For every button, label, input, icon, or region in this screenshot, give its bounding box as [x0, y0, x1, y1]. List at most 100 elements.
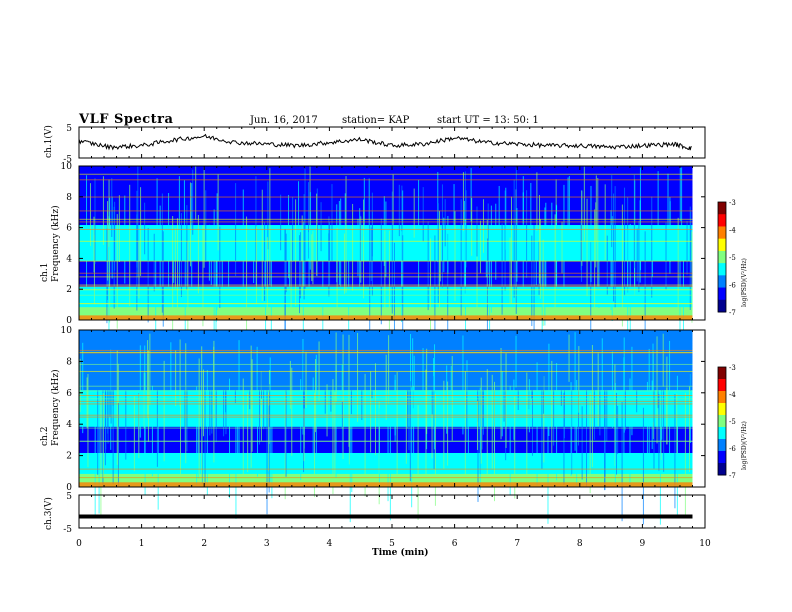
spectrum-streak [204, 385, 206, 486]
spectrum-streak [465, 190, 467, 268]
colorbar-segment [718, 463, 726, 476]
spectrum-streak [156, 178, 158, 242]
spectrum-streak [183, 180, 185, 230]
spectrum-line [79, 210, 693, 212]
spectrum-streak [531, 235, 533, 327]
colorbar-segment [718, 226, 726, 240]
colorbar-tick-label: -3 [729, 364, 736, 372]
spectrum-streak [500, 347, 502, 440]
spectrum-streak [422, 348, 424, 415]
spectrum-band [79, 312, 693, 316]
spectrum-low-band [79, 482, 693, 487]
spectrum-band [79, 471, 693, 475]
spectrum-streak [651, 196, 653, 298]
spectrum-streak [410, 333, 412, 422]
spectrum-streak [422, 187, 424, 242]
spectrum-streak [542, 239, 544, 326]
spectrum-streak [547, 408, 549, 524]
spectrum-streak [611, 351, 613, 428]
spectrum-streak [320, 202, 322, 252]
spectrum-streak [462, 335, 464, 435]
ch1-voltage-trace [78, 133, 692, 151]
spectrum-streak [304, 168, 306, 289]
spectrum-streak [548, 343, 550, 436]
colorbar-segment [718, 202, 726, 215]
y-tick-label: 2 [66, 452, 72, 462]
spectrum-streak [291, 367, 293, 456]
spectrum-streak [195, 166, 197, 220]
spectrum-streak [486, 369, 488, 481]
spectrum-streak [522, 192, 524, 293]
spectrum-band [79, 191, 693, 195]
spectrum-streak [567, 177, 569, 229]
spectrum-streak [526, 190, 528, 278]
spectrum-streak [504, 190, 506, 291]
spectrum-band [79, 168, 693, 172]
spectrum-streak [476, 225, 478, 320]
spectrum-line [79, 289, 693, 291]
spectrum-streak [595, 175, 597, 241]
spectrum-streak [594, 209, 596, 308]
spectrum-band [79, 181, 693, 185]
spectrum-streak [280, 194, 282, 251]
spectrum-streak [295, 199, 297, 306]
spectrum-streak [531, 342, 533, 400]
colorbar-tick-label: -4 [729, 227, 736, 235]
spectrum-streak [533, 224, 535, 342]
x-tick-label: 6 [452, 539, 458, 549]
spectrum-streak [597, 178, 599, 287]
spectrum-streak [359, 215, 361, 281]
spectrum-streak [156, 345, 158, 467]
x-tick-label: 7 [514, 539, 520, 549]
spectrum-streak [332, 379, 334, 494]
spectrum-streak [617, 405, 619, 455]
spectrum-streak [593, 369, 595, 440]
spectrum-band [79, 460, 693, 464]
spectrum-streak [179, 403, 181, 475]
ch2-frequency-label: Frequency (kHz) [51, 369, 61, 446]
spectrum-streak [441, 184, 443, 288]
spectrum-streak [349, 406, 351, 523]
ch2-spectrogram-ylabel: ch.2 Frequency (kHz) [40, 369, 62, 446]
spectrum-streak [543, 333, 545, 414]
spectrum-streak [107, 384, 109, 434]
spectrum-streak [662, 333, 664, 387]
spectrum-streak [439, 210, 441, 309]
ch1-channel-label: ch.1 [40, 262, 50, 282]
colorbar-tick-label: -7 [729, 472, 736, 480]
spectrum-band [79, 166, 693, 170]
spectrum-streak [413, 386, 415, 459]
figure-title: VLF Spectra [79, 112, 174, 127]
spectrum-streak [481, 354, 483, 450]
spectrum-streak [186, 354, 188, 452]
spectrum-band [79, 173, 693, 177]
spectrum-streak [543, 376, 545, 463]
spectrum-line [79, 260, 693, 262]
spectrum-line [79, 427, 693, 429]
spectrum-streak [102, 393, 104, 478]
spectrum-streak [434, 393, 436, 506]
spectrum-line [79, 240, 693, 242]
spectrum-streak [109, 197, 111, 250]
spectrum-streak [284, 228, 286, 343]
spectrum-streak [185, 343, 187, 464]
colorbar-segment [718, 415, 726, 428]
spectrum-line [79, 370, 693, 372]
spectrum-streak [476, 401, 478, 450]
spectrum-streak [539, 195, 541, 284]
spectrum-streak [124, 195, 126, 284]
spectrum-streak [237, 406, 239, 462]
spectrum-streak [595, 202, 597, 268]
spectrum-streak [598, 233, 600, 308]
spectrum-streak [389, 398, 391, 521]
spectrum-band [79, 296, 693, 300]
spectrum-streak [690, 330, 692, 391]
spectrum-band [79, 196, 693, 200]
spectrum-streak [256, 226, 258, 304]
spectrum-band [79, 284, 693, 288]
spectrum-streak [443, 217, 445, 273]
spectrum-streak [646, 381, 648, 467]
spectrum-streak [660, 400, 662, 461]
spectrum-streak [636, 228, 638, 282]
y-tick-label: 4 [66, 254, 72, 264]
